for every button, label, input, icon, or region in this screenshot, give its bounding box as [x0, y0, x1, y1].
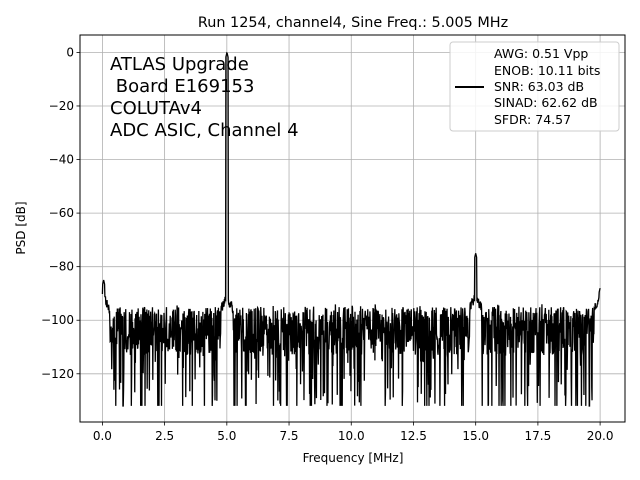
- annotation-line: Board E169153: [110, 76, 254, 97]
- legend: AWG: 0.51 Vpp ENOB: 10.11 bits SNR: 63.0…: [449, 41, 620, 132]
- y-tick-label: −120: [41, 367, 74, 381]
- annotation-line: ADC ASIC, Channel 4: [110, 120, 299, 141]
- legend-entry: SFDR: 74.57: [494, 112, 571, 127]
- y-tick-label: −20: [49, 99, 74, 113]
- x-axis: 0.0 2.5 5.0 7.5 10.0 12.5 15.0 17.5 20.0: [93, 422, 614, 443]
- y-tick-label: −80: [49, 260, 74, 274]
- x-tick-label: 20.0: [587, 429, 614, 443]
- x-tick-label: 0.0: [93, 429, 112, 443]
- legend-entry: SNR: 63.03 dB: [494, 79, 584, 94]
- y-tick-label: 0: [66, 45, 74, 59]
- axes-frame: [79, 34, 626, 423]
- x-tick-label: 10.0: [338, 429, 365, 443]
- y-axis-label: PSD [dB]: [14, 201, 28, 254]
- legend-entry: SINAD: 62.62 dB: [494, 95, 598, 110]
- legend-entry: AWG: 0.51 Vpp: [494, 46, 588, 61]
- y-tick-label: −60: [49, 206, 74, 220]
- x-tick-label: 17.5: [525, 429, 552, 443]
- x-tick-label: 7.5: [279, 429, 298, 443]
- x-tick-label: 2.5: [155, 429, 174, 443]
- annotation-line: ATLAS Upgrade: [110, 54, 249, 75]
- x-tick-label: 5.0: [217, 429, 236, 443]
- legend-entry: ENOB: 10.11 bits: [494, 63, 600, 78]
- y-tick-label: −40: [49, 153, 74, 167]
- chart-title: Run 1254, channel4, Sine Freq.: 5.005 MH…: [198, 15, 508, 31]
- annotation-line: COLUTAv4: [110, 98, 202, 119]
- psd-series-line: [101, 51, 601, 407]
- x-tick-label: 12.5: [400, 429, 427, 443]
- y-axis: 0 −20 −40 −60 −80 −100 −120: [41, 45, 80, 381]
- x-tick-label: 15.0: [462, 429, 489, 443]
- annotation-text: ATLAS Upgrade Board E169153 COLUTAv4 ADC…: [110, 54, 299, 141]
- legend-box: [449, 41, 620, 132]
- x-axis-label: Frequency [MHz]: [303, 451, 404, 465]
- plot-area: [101, 51, 601, 407]
- y-tick-label: −100: [41, 313, 74, 327]
